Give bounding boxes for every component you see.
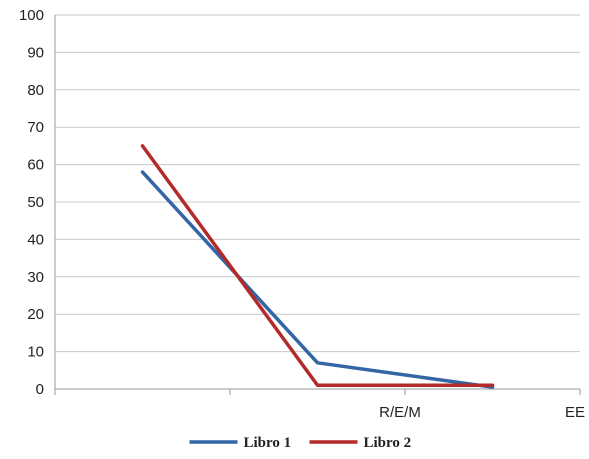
y-tick-label: 40 [27, 231, 44, 248]
series-line-2 [140, 144, 495, 388]
gridlines [55, 14, 580, 353]
y-tick-label: 80 [27, 82, 44, 99]
series-line-1 [140, 170, 495, 389]
y-tick-label: 90 [27, 44, 44, 61]
y-tick-label: 100 [19, 7, 44, 24]
x-category-label: R/E/M [379, 404, 421, 421]
series-lines [140, 144, 495, 389]
legend-label: Libro 2 [364, 435, 412, 451]
y-tick-label: 70 [27, 119, 44, 136]
y-tick-label: 30 [27, 269, 44, 286]
x-category-label: EE [565, 404, 585, 421]
legend-item-2: Libro 2 [309, 435, 412, 451]
legend: Libro 1 Libro 2 [189, 435, 412, 451]
y-tick-label: 50 [27, 194, 44, 211]
x-axis-ticks: R/E/M EE [379, 404, 585, 421]
legend-item-1: Libro 1 [189, 435, 292, 451]
y-axis-ticks: 0 10 20 30 40 50 60 70 80 90 100 [19, 7, 44, 398]
y-tick-label: 0 [36, 381, 44, 398]
legend-label: Libro 1 [244, 435, 292, 451]
y-tick-label: 20 [27, 306, 44, 323]
y-tick-label: 60 [27, 157, 44, 174]
axes [54, 15, 581, 395]
y-tick-label: 10 [27, 344, 44, 361]
